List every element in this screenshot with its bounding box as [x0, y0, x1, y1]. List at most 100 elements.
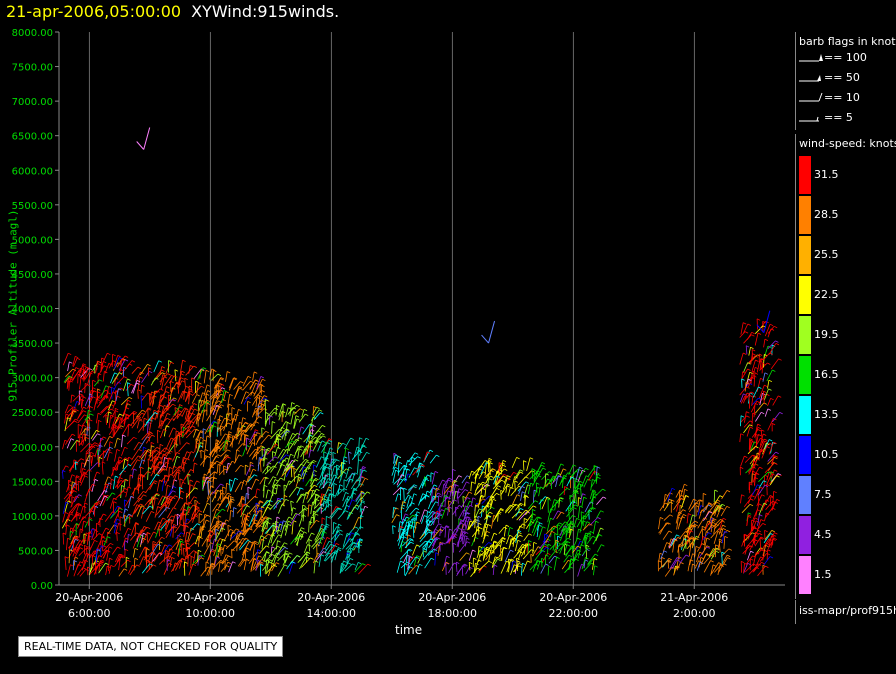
wind-barb-flag: [89, 419, 93, 422]
wind-barb: [744, 454, 753, 463]
wind-barb: [351, 489, 355, 500]
wind-barb-flag: [113, 424, 117, 427]
wind-barb-flag: [233, 507, 237, 510]
wind-barb-flag: [117, 437, 121, 441]
wind-barb-flag: [161, 366, 165, 369]
wind-barb-flag: [458, 488, 463, 491]
wind-barb-flag: [328, 451, 333, 454]
wind-barb-flag: [597, 466, 601, 469]
wind-barb: [488, 549, 492, 562]
wind-barb-flag: [676, 557, 681, 560]
wind-barb-flag: [361, 499, 365, 503]
wind-barb: [421, 515, 425, 524]
wind-barb: [300, 466, 304, 477]
wind-barb-flag: [174, 369, 179, 372]
wind-barb-flag: [311, 516, 315, 519]
wind-barb: [84, 413, 91, 421]
wind-barb: [93, 562, 101, 575]
wind-barb: [485, 545, 491, 557]
wind-barb: [166, 507, 174, 519]
wind-barb-flag: [567, 537, 572, 540]
wind-barb: [463, 535, 466, 545]
wind-barb: [235, 429, 245, 439]
wind-barb: [687, 559, 691, 572]
wind-barb: [576, 529, 579, 540]
wind-barb-flag: [466, 552, 470, 555]
wind-barb-flag: [178, 410, 182, 413]
wind-barb: [593, 533, 599, 545]
wind-barb: [443, 556, 447, 568]
wind-barb: [107, 558, 110, 572]
wind-barb-flag: [316, 543, 320, 547]
wind-barb-flag: [579, 466, 583, 469]
wind-barb-flag: [570, 558, 575, 561]
wind-barb-flag: [253, 514, 258, 517]
wind-barb-flag: [227, 418, 231, 422]
wind-barb: [296, 487, 301, 496]
wind-barb-flag: [359, 437, 363, 440]
wind-barb-flag: [158, 360, 162, 363]
wind-barb-flag: [121, 485, 125, 488]
wind-barb: [502, 477, 508, 490]
wind-barb: [332, 483, 335, 498]
wind-barb: [456, 519, 462, 533]
wind-barb: [221, 522, 225, 533]
wind-barb-flag: [153, 543, 158, 546]
wind-barb-flag: [168, 544, 173, 547]
wind-barb-flag: [433, 511, 437, 514]
wind-barb-flag: [107, 352, 111, 356]
wind-barb-flag: [715, 523, 719, 527]
wind-barb-flag: [572, 499, 576, 502]
wind-barb: [313, 560, 316, 574]
wind-barb-flag: [350, 547, 354, 551]
wind-barb-flag: [556, 556, 560, 559]
wind-barb: [536, 524, 540, 538]
wind-barb: [566, 476, 572, 487]
wind-barb: [565, 525, 570, 538]
wind-barb: [252, 408, 256, 418]
wind-barb: [701, 526, 703, 540]
wind-barb: [251, 397, 258, 406]
wind-barb: [313, 513, 316, 524]
wind-barb-flag: [482, 546, 486, 549]
wind-barb: [175, 532, 182, 540]
wind-barb: [242, 380, 251, 391]
wind-barb: [195, 431, 201, 441]
wind-barb-flag: [174, 442, 178, 445]
wind-barb-flag: [181, 370, 185, 373]
wind-barb: [153, 552, 161, 562]
wind-barb: [427, 510, 433, 519]
wind-barb-flag: [747, 368, 751, 371]
wind-barb: [135, 371, 141, 382]
wind-barb-flag: [553, 475, 557, 478]
wind-barb: [120, 559, 128, 567]
y-tick-label: 3000.00: [12, 374, 53, 385]
wind-barb-flag: [450, 485, 454, 488]
wind-barb: [199, 392, 203, 404]
wind-barb: [242, 376, 249, 387]
wind-barb: [209, 390, 218, 399]
wind-barb-flag: [151, 396, 155, 399]
wind-barb: [576, 517, 583, 528]
wind-barb-flag: [676, 559, 681, 562]
wind-barb: [195, 430, 202, 444]
wind-barb-flag: [262, 378, 266, 382]
wind-barb: [83, 368, 88, 382]
wind-barb-flag: [512, 560, 516, 563]
wind-barb-flag: [442, 479, 446, 482]
wind-barb: [213, 545, 218, 556]
wind-barb-flag: [119, 413, 123, 416]
wind-barb-flag: [76, 440, 80, 443]
wind-barb: [262, 522, 268, 533]
wind-barb-flag: [76, 535, 80, 538]
wind-barb-flag: [246, 445, 250, 448]
wind-barb-flag: [296, 432, 301, 436]
wind-barb-flag: [306, 461, 310, 464]
wind-barb-flag: [97, 454, 101, 458]
wind-barb-flag: [143, 417, 148, 421]
wind-barb: [87, 566, 89, 576]
wind-barb-flag: [579, 480, 583, 483]
wind-barb-flag: [255, 510, 259, 513]
wind-barb-flag: [525, 476, 529, 479]
y-tick-label: 4000.00: [12, 305, 53, 316]
